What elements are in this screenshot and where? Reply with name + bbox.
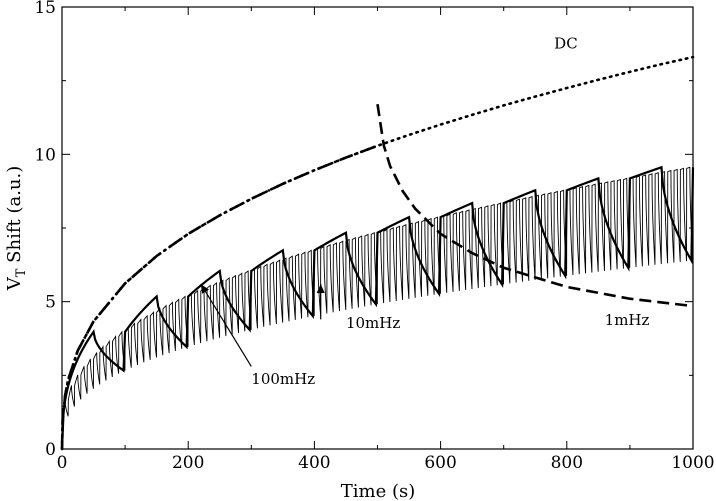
series-line-dotted xyxy=(60,55,695,451)
arrow-head xyxy=(200,283,209,294)
ticks: 0 200 400 600 800 1000 0 5 10 15 xyxy=(34,0,714,473)
series-layer xyxy=(60,55,695,451)
svg-text:VT Shift (a.u.): VT Shift (a.u.) xyxy=(4,166,29,292)
y-axis-title: VT Shift (a.u.) xyxy=(4,166,29,292)
y-tick-label: 5 xyxy=(45,293,56,313)
y-axis-title-sub: T xyxy=(14,268,29,277)
x-tick-label: 400 xyxy=(298,453,330,473)
annotation-1mHz: 1mHz xyxy=(605,311,650,329)
x-tick-label: 1000 xyxy=(671,453,714,473)
series-line-100mHz xyxy=(61,166,694,450)
arrow-line xyxy=(200,283,252,367)
y-axis-title-main: V xyxy=(4,276,25,291)
x-tick-label: 200 xyxy=(172,453,204,473)
annotation-DC: DC xyxy=(554,34,578,52)
x-tick-label: 800 xyxy=(551,453,583,473)
x-tick-label: 0 xyxy=(57,453,68,473)
x-axis-title: Time (s) xyxy=(341,481,416,501)
y-tick-label: 10 xyxy=(34,145,56,165)
annotation-10mHz: 10mHz xyxy=(346,314,400,332)
arrow-head xyxy=(316,283,325,293)
annotations: DC 1mHz 10mHz 100mHz xyxy=(200,34,650,388)
annotation-100mHz: 100mHz xyxy=(251,370,315,388)
x-tick-label: 600 xyxy=(424,453,456,473)
y-tick-label: 0 xyxy=(45,440,56,460)
y-tick-label: 15 xyxy=(34,0,56,18)
y-axis-title-rest: Shift (a.u.) xyxy=(4,166,25,269)
